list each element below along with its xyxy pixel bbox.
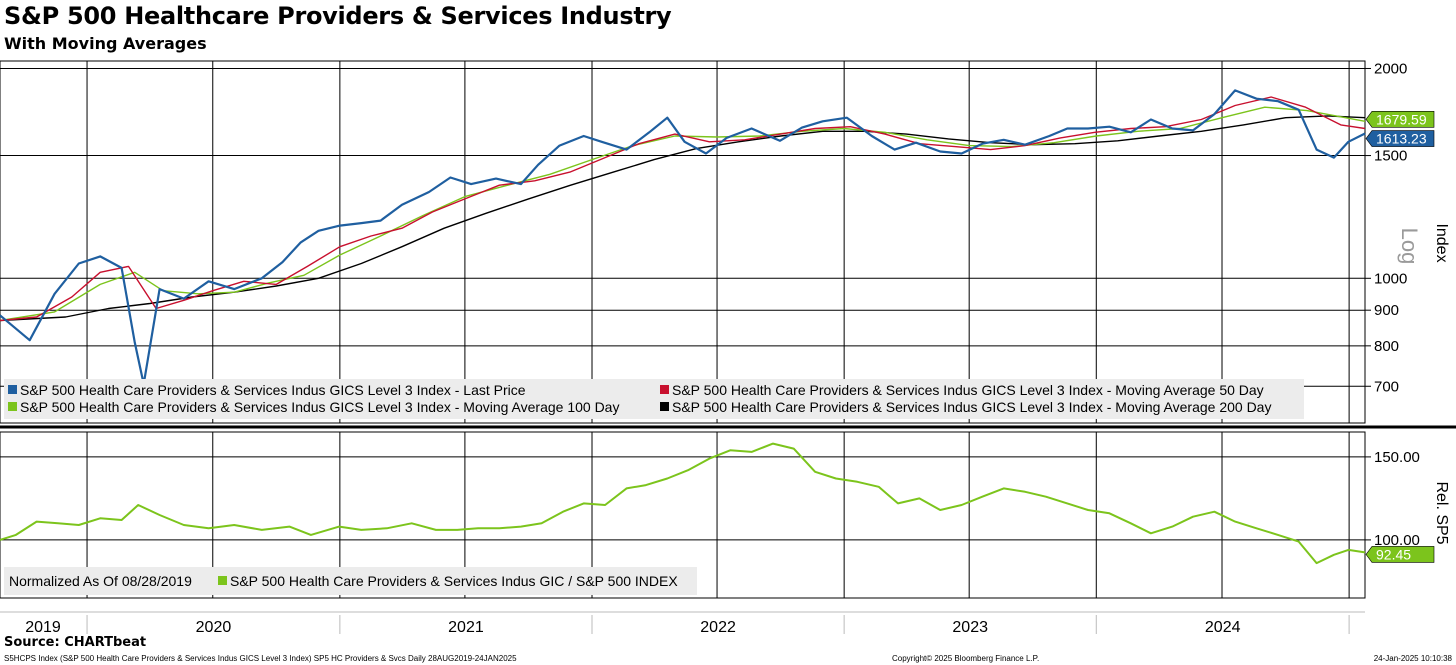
x-axis: 2019 2020 2021 2022 2023 2024 (0, 611, 1365, 636)
year-label-2022: 2022 (700, 619, 736, 636)
ticker-description: S5HCPS Index (S&P 500 Health Care Provid… (4, 654, 517, 663)
ytick-label-2000: 2000 (1374, 60, 1407, 77)
rel-ytick-label-100: 100.00 (1374, 532, 1420, 549)
legend-swatch-0 (8, 385, 17, 394)
timestamp: 24-Jan-2025 10:10:38 (1373, 654, 1452, 663)
year-label-2024: 2024 (1205, 619, 1241, 636)
upper-grid (0, 61, 1365, 423)
svg-text:1613.23: 1613.23 (1376, 131, 1427, 147)
lower-axis-title: Rel. SP5 (1433, 481, 1450, 544)
year-label-2020: 2020 (196, 619, 232, 636)
upper-axis-title: Index (1433, 223, 1450, 262)
rel-legend-swatch (218, 576, 227, 585)
legend-swatch-3 (660, 402, 669, 411)
legend-entry-2: S&P 500 Health Care Providers & Services… (20, 399, 619, 415)
svg-text:1679.59: 1679.59 (1376, 111, 1427, 127)
series-last-price (0, 89, 1366, 386)
series-relative (0, 442, 1366, 565)
rel-legend-entry: S&P 500 Health Care Providers & Services… (230, 573, 678, 589)
chart-subtitle: With Moving Averages (4, 34, 207, 53)
source-label: Source: CHARTbeat (4, 635, 147, 650)
ytick-label-1500: 1500 (1374, 148, 1407, 165)
legend-entry-3: S&P 500 Health Care Providers & Services… (672, 399, 1271, 415)
upper-legend: S&P 500 Health Care Providers & Services… (8, 382, 1271, 415)
copyright: Copyright© 2025 Bloomberg Finance L.P. (892, 654, 1040, 663)
legend-entry-1: S&P 500 Health Care Providers & Services… (672, 382, 1264, 398)
rel-ytick-label-150: 150.00 (1374, 449, 1420, 466)
year-label-2021: 2021 (448, 619, 484, 636)
svg-text:92.45: 92.45 (1376, 546, 1411, 562)
lower-axis-ticks: 100.00 150.00 92.45 (1365, 449, 1435, 563)
badge-relative: 92.45 (1365, 546, 1435, 563)
series-ma100 (0, 106, 1366, 322)
series-ma50 (0, 96, 1366, 322)
lower-legend: Normalized As Of 08/28/2019 S&P 500 Healt… (9, 573, 678, 589)
ytick-label-900: 900 (1374, 302, 1399, 319)
upper-axis-ticks: 700 800 900 1000 1500 2000 1679.59 1613.23 (1365, 60, 1435, 395)
ytick-label-700: 700 (1374, 378, 1399, 395)
year-label-2023: 2023 (952, 619, 988, 636)
lower-series (0, 442, 1366, 565)
upper-legend-box (4, 379, 1304, 419)
normalized-label: Normalized As Of 08/28/2019 (9, 573, 192, 589)
lower-legend-box (4, 567, 697, 595)
upper-panel-frame (0, 60, 1366, 424)
upper-series (0, 89, 1366, 386)
badge-ma100: 1679.59 (1365, 111, 1435, 128)
log-scale-label: Log (1397, 228, 1422, 265)
legend-swatch-1 (660, 385, 669, 394)
ytick-label-1000: 1000 (1374, 270, 1407, 287)
ytick-label-800: 800 (1374, 338, 1399, 355)
badge-last-price: 1613.23 (1365, 130, 1435, 147)
legend-entry-0: S&P 500 Health Care Providers & Services… (20, 382, 526, 398)
series-ma200 (0, 115, 1366, 322)
legend-swatch-2 (8, 402, 17, 411)
lower-panel-frame (0, 431, 1366, 599)
chart-title: S&P 500 Healthcare Providers & Services … (4, 2, 672, 30)
year-label-2019: 2019 (25, 619, 61, 636)
